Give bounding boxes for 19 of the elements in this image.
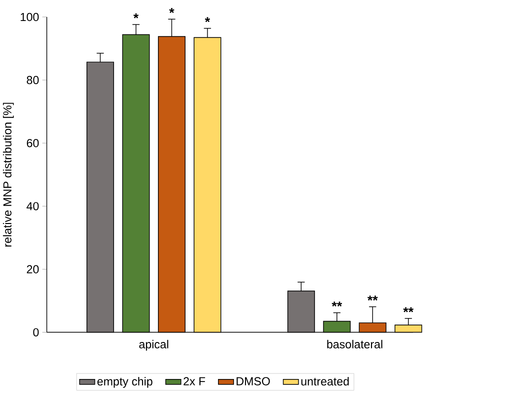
- y-tick-label: 80: [26, 76, 39, 84]
- annotation: *: [204, 17, 210, 22]
- x-tick-label: apical: [139, 340, 168, 351]
- y-tick-label: 100: [20, 12, 39, 22]
- y-tick-label: 60: [26, 139, 39, 148]
- legend-label: DMSO: [236, 377, 270, 386]
- legend-label: 2x F: [184, 377, 206, 386]
- legend-label: untreated: [301, 377, 349, 386]
- annotation: *: [133, 14, 139, 18]
- annotation: **: [403, 307, 414, 312]
- y-tick-label: 0: [33, 328, 39, 337]
- annotation: **: [332, 302, 342, 307]
- x-tick-label: basolateral: [327, 340, 382, 349]
- legend-label: empty chip: [97, 377, 152, 388]
- y-tick-label: 40: [26, 202, 39, 210]
- y-axis-title: relative MNP distribution [%]: [2, 102, 14, 247]
- text: *: [169, 8, 174, 14]
- y-tick-label: 20: [26, 265, 39, 274]
- annotation: **: [367, 296, 378, 301]
